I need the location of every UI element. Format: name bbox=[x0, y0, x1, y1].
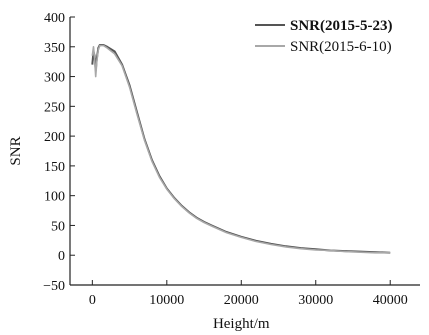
y-tick-label: 100 bbox=[44, 190, 65, 205]
series-lines bbox=[91, 44, 391, 254]
axes bbox=[69, 17, 420, 286]
x-tick-label: 0 bbox=[89, 293, 96, 308]
x-ticks: 0 10000 20000 30000 40000 bbox=[89, 280, 408, 308]
y-tick-label: 400 bbox=[44, 11, 65, 26]
y-tick-label: 300 bbox=[44, 71, 65, 86]
x-tick-label: 40000 bbox=[373, 293, 408, 308]
y-tick-label: 50 bbox=[51, 219, 65, 234]
y-tick-label: 250 bbox=[44, 100, 65, 115]
x-tick-label: 10000 bbox=[149, 293, 184, 308]
series-line-2 bbox=[91, 44, 391, 254]
legend-label-series-2: SNR(2015-6-10) bbox=[290, 39, 392, 55]
legend-label-series-1: SNR(2015-5-23) bbox=[290, 18, 393, 34]
x-tick-label: 30000 bbox=[298, 293, 333, 308]
y-tick-label: 0 bbox=[58, 249, 65, 264]
y-tick-label: 200 bbox=[44, 130, 65, 145]
y-axis-title: SNR bbox=[8, 136, 24, 165]
y-tick-label: 350 bbox=[44, 41, 65, 56]
x-tick-label: 20000 bbox=[224, 293, 259, 308]
legend: SNR(2015-5-23) SNR(2015-6-10) bbox=[255, 18, 393, 55]
y-tick-label: −50 bbox=[43, 279, 65, 294]
x-axis-title: Height/m bbox=[213, 316, 270, 332]
y-tick-label: 150 bbox=[44, 160, 65, 175]
series-line-1 bbox=[91, 44, 391, 254]
y-ticks: −50 0 50 100 150 200 250 300 350 400 bbox=[43, 11, 75, 294]
